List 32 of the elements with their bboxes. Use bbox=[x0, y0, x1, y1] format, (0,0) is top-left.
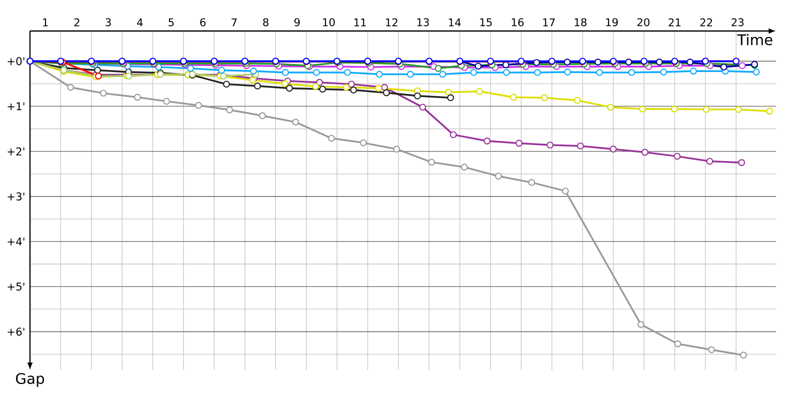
x-tick-label: 22 bbox=[700, 18, 712, 26]
x-tick-label: 6 bbox=[200, 18, 206, 26]
x-tick-label: 20 bbox=[637, 18, 650, 26]
x-tick-label: 1 bbox=[43, 18, 48, 26]
y-tick-label: +3' bbox=[8, 192, 24, 200]
x-tick-label: 14 bbox=[448, 18, 461, 26]
x-tick-label: 4 bbox=[137, 18, 143, 26]
y-tick-label: +0' bbox=[8, 57, 24, 66]
x-tick-label: 13 bbox=[417, 18, 429, 26]
x-tick-label: 9 bbox=[294, 18, 300, 26]
x-tick-label: 11 bbox=[354, 18, 366, 26]
x-tick-label: 8 bbox=[263, 18, 268, 26]
x-axis-title: Time bbox=[737, 34, 772, 46]
y-tick-label: +1' bbox=[8, 102, 24, 110]
x-tick-label: 5 bbox=[168, 18, 174, 26]
x-tick-label: 7 bbox=[232, 18, 237, 26]
x-tick-label: 3 bbox=[106, 18, 111, 26]
x-tick-label: 2 bbox=[74, 18, 80, 26]
x-tick-label: 17 bbox=[543, 18, 555, 26]
y-axis-title: Gap bbox=[16, 372, 44, 387]
x-tick-label: 21 bbox=[668, 18, 680, 26]
x-tick-label: 19 bbox=[606, 18, 618, 26]
x-tick-label: 12 bbox=[386, 18, 398, 26]
y-tick-label: +5' bbox=[8, 282, 24, 291]
x-tick-label: 23 bbox=[732, 18, 744, 26]
x-tick-label: 16 bbox=[512, 18, 524, 26]
y-tick-label: +2' bbox=[8, 147, 24, 156]
x-tick-label: 15 bbox=[480, 18, 492, 26]
y-tick-label: +4' bbox=[8, 238, 24, 246]
x-tick-label: 18 bbox=[574, 18, 587, 26]
x-tick-label: 10 bbox=[323, 18, 335, 26]
y-tick-label: +6' bbox=[8, 328, 24, 336]
